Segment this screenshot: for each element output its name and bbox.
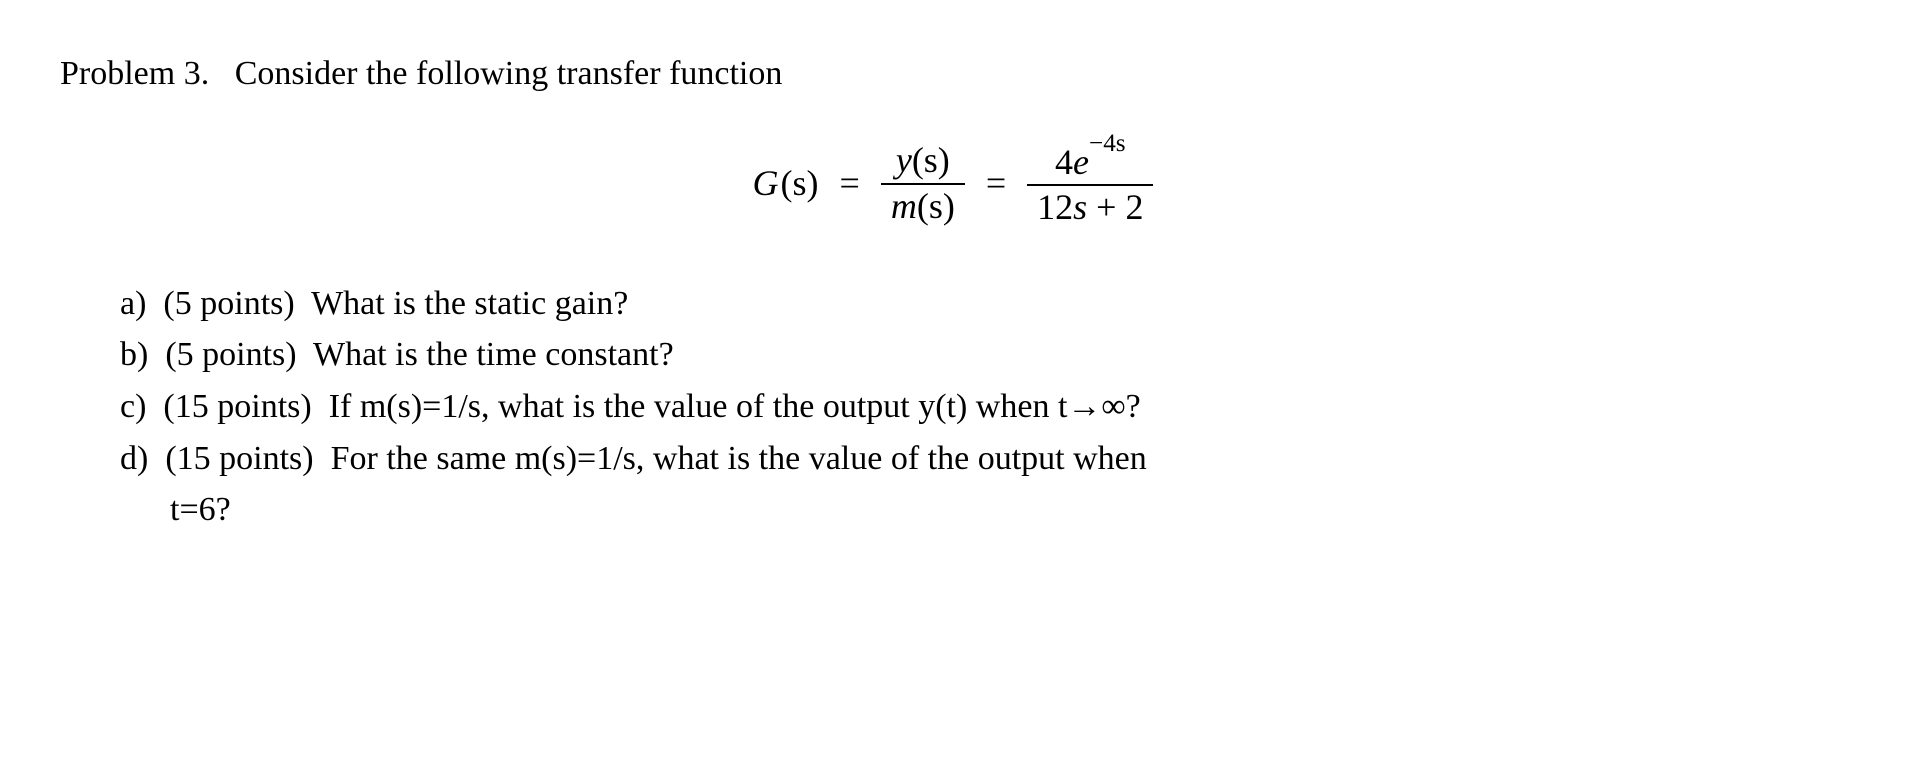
- eq-m: m: [891, 186, 917, 226]
- q-a-marker: a): [120, 285, 146, 322]
- q-d-points: (15 points): [165, 440, 313, 477]
- eq-equals-1: =: [840, 158, 860, 208]
- q-b-points: (5 points): [165, 336, 296, 373]
- q-d-text-cont: t=6?: [170, 491, 231, 528]
- eq-frac-ym: y(s) m(s): [881, 139, 965, 228]
- question-d: d) (15 points) For the same m(s)=1/s, wh…: [120, 435, 1846, 483]
- q-c-marker: c): [120, 388, 146, 425]
- q-d-marker: d): [120, 440, 148, 477]
- eq-frac-rhs: 4e−4s 12s + 2: [1027, 138, 1153, 230]
- eq-den-plus2: + 2: [1087, 187, 1143, 227]
- problem-intro: Consider the following transfer function: [235, 55, 783, 92]
- eq-num-4: 4: [1055, 142, 1073, 182]
- question-d-cont: t=6?: [120, 486, 1846, 534]
- eq-equals-2: =: [986, 158, 1006, 208]
- problem-header: Problem 3. Consider the following transf…: [60, 50, 1846, 98]
- eq-lhs-G: G: [753, 158, 779, 208]
- question-b: b) (5 points) What is the time constant?: [120, 331, 1846, 379]
- q-c-text: If m(s)=1/s, what is the value of the ou…: [329, 388, 1141, 425]
- q-a-text: What is the static gain?: [311, 285, 628, 322]
- eq-den-s: s: [1073, 187, 1087, 227]
- eq-den-12: 12: [1037, 187, 1073, 227]
- eq-m-s: (s): [917, 186, 955, 226]
- eq-y-s: (s): [912, 140, 950, 180]
- q-a-points: (5 points): [163, 285, 294, 322]
- eq-lhs-s: (s): [781, 158, 819, 208]
- transfer-function-equation: G(s) = y(s) m(s) = 4e−4s 12s + 2: [60, 138, 1846, 230]
- problem-label: Problem 3.: [60, 55, 209, 92]
- question-c: c) (15 points) If m(s)=1/s, what is the …: [120, 383, 1846, 431]
- q-c-points: (15 points): [163, 388, 311, 425]
- questions-list: a) (5 points) What is the static gain? b…: [120, 280, 1846, 534]
- eq-num-exp: −4s: [1089, 130, 1126, 157]
- q-d-text: For the same m(s)=1/s, what is the value…: [331, 440, 1147, 477]
- eq-y: y: [896, 140, 912, 180]
- q-b-text: What is the time constant?: [313, 336, 674, 373]
- question-a: a) (5 points) What is the static gain?: [120, 280, 1846, 328]
- q-b-marker: b): [120, 336, 148, 373]
- eq-num-e: e: [1073, 142, 1089, 182]
